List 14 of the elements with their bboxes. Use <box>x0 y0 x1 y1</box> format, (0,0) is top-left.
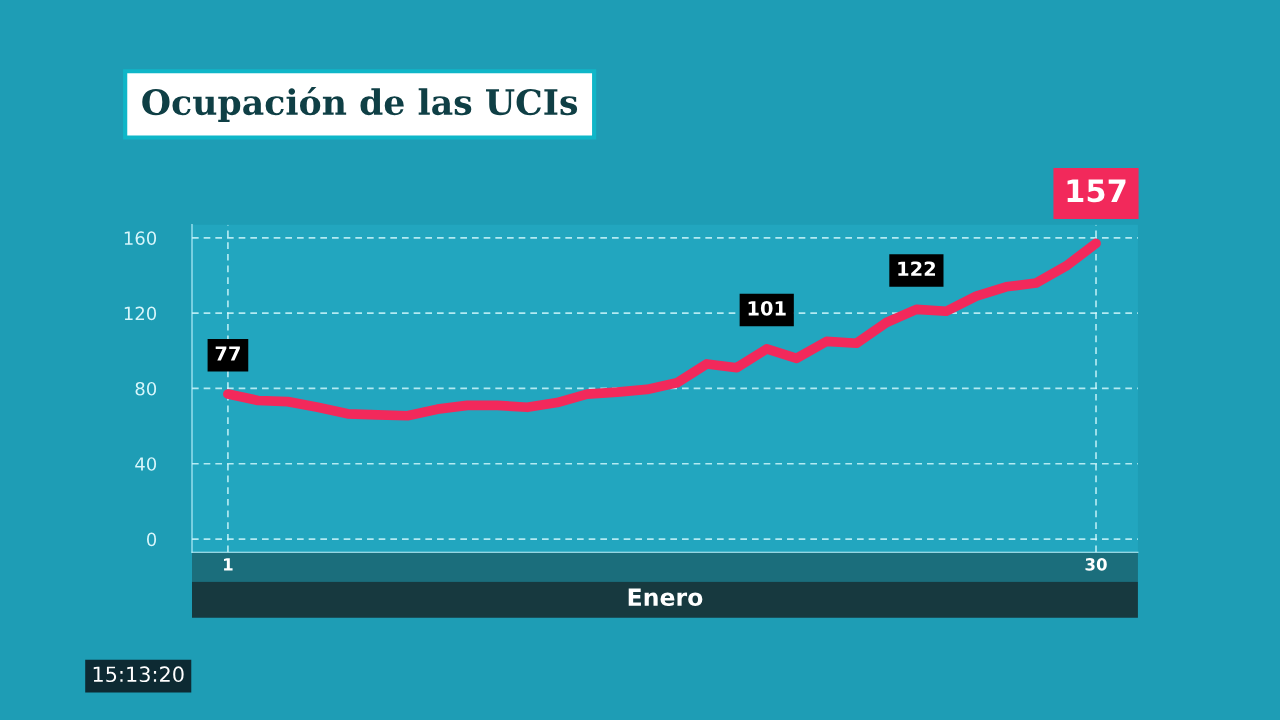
y-tick-label: 40 <box>135 457 157 471</box>
y-tick-label: 80 <box>135 381 157 396</box>
data-label: 77 <box>215 346 240 361</box>
x-axis-title: Enero <box>628 588 703 607</box>
x-tick-label: 1 <box>224 558 233 571</box>
y-tick-label: 0 <box>146 532 157 547</box>
text: 15:13:20 <box>93 666 184 683</box>
chart-title: Ocupación de las UCIs <box>142 86 578 122</box>
y-tick-label: 120 <box>124 306 157 321</box>
x-tick-label: 30 <box>1085 558 1107 571</box>
data-label: 122 <box>898 261 936 276</box>
data-label: 157 <box>1067 179 1126 203</box>
y-tick-label: 160 <box>124 231 157 245</box>
data-label: 101 <box>748 300 786 316</box>
